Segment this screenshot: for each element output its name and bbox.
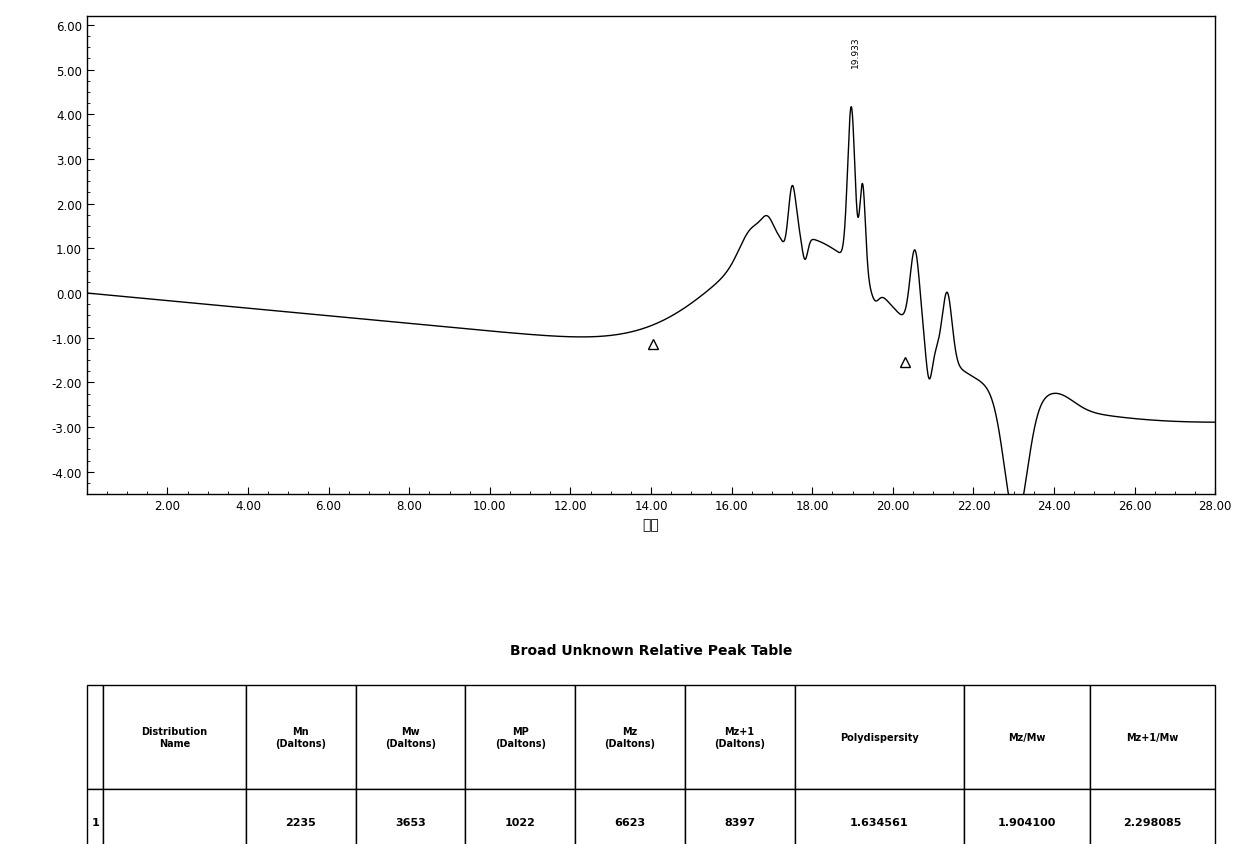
Text: 19.933: 19.933 [851, 36, 859, 68]
Text: Broad Unknown Relative Peak Table: Broad Unknown Relative Peak Table [510, 643, 792, 657]
X-axis label: 分钟: 分钟 [642, 518, 660, 532]
